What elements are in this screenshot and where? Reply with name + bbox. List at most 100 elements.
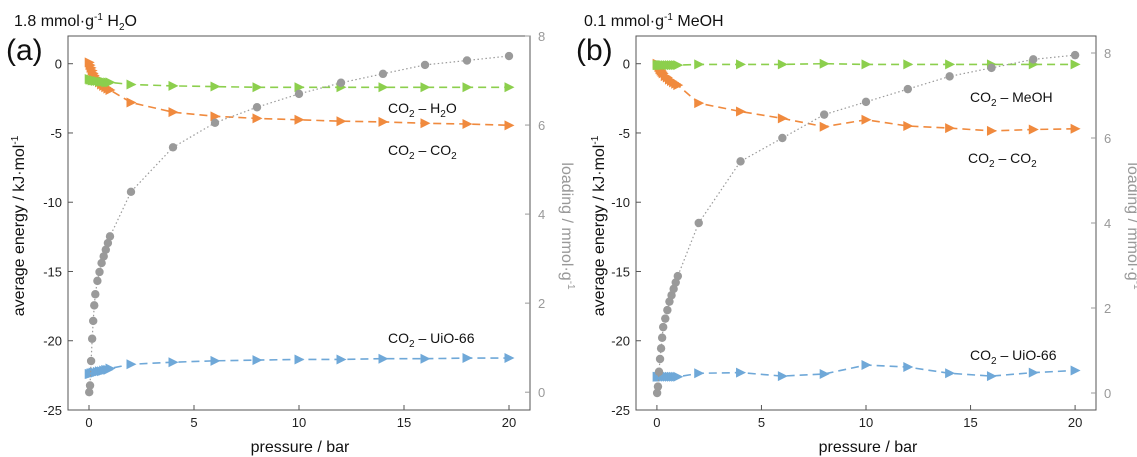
y2-tick-label: 0 [1104,386,1111,401]
y2-tick-label: 2 [1104,301,1111,316]
data-point [987,63,996,73]
data-point [378,69,388,79]
data-point [653,382,663,391]
data-point [656,344,666,353]
x-tick-label: 10 [859,415,873,430]
data-point [252,103,262,112]
data-point [101,245,111,254]
y-tick-label: -10 [611,195,630,210]
data-point [85,387,94,397]
panel-a-letter: (a) [6,34,43,67]
y-tick-label: -15 [43,264,62,279]
data-point [777,113,788,124]
data-point [90,301,99,310]
data-point [462,353,473,364]
series-loading [652,50,1080,398]
data-point [1029,55,1038,64]
data-point [1028,367,1039,378]
series-co2_uio66 [652,359,1081,382]
y-tick-label: -5 [618,126,630,141]
panel-b-plot: 0 5 10 15 20 -25 -20 -15 -10 -5 0 0 2 4 6 8 [611,35,1111,430]
data-point [99,252,108,261]
x-tick-label: 5 [190,415,197,430]
data-point [654,367,664,376]
data-point [861,97,871,107]
data-point [210,111,221,122]
x-tick-label: 0 [85,415,92,430]
y-tick-label: -25 [611,403,630,418]
data-point [1070,50,1080,60]
y-tick-label: 0 [55,57,62,72]
panel-b-label-co2-meoh: CO2 – MeOH [970,89,1053,109]
data-point [168,357,179,368]
data-point [294,354,305,365]
y2-tick-label: 8 [538,29,545,44]
data-point [378,353,389,364]
data-point [420,353,431,364]
data-point [103,238,113,248]
data-point [126,187,136,197]
y-tick-label: -20 [43,334,62,349]
data-point [1070,123,1081,134]
data-point [1070,365,1081,376]
x-tick-label: 20 [1068,415,1082,430]
panel-a-label-co2-co2: CO2 – CO2 [388,142,457,162]
data-point [673,80,684,91]
data-point [105,363,116,374]
data-point [252,82,263,93]
data-point [945,72,954,81]
data-point [665,297,674,306]
data-point [504,120,515,131]
data-point [85,381,95,390]
data-point [252,355,263,366]
data-point [655,354,665,364]
data-point [673,271,683,281]
data-point [903,84,913,94]
y-tick-label: -15 [611,264,630,279]
data-point [168,143,178,152]
data-point [777,371,788,382]
data-point [462,118,473,129]
data-point [819,121,830,132]
data-point [126,97,137,108]
data-point [86,356,96,366]
data-point [210,355,221,366]
data-point [336,78,346,87]
data-point [336,116,347,127]
x-tick-label: 0 [653,415,660,430]
panel-a-ylabel: average energy / kJ·mol-1 [10,135,28,316]
data-point [105,85,116,96]
data-point [673,371,684,382]
panel-a-y2label: loading / mmol·g-1 [558,162,576,290]
data-point [819,368,830,379]
data-point [777,59,788,70]
data-point [945,59,956,70]
data-point [986,125,997,136]
data-point [336,354,347,365]
y-tick-label: -20 [611,334,630,349]
panel-a-label-co2-uio66: CO2 – UiO-66 [388,330,475,350]
data-point [504,51,514,61]
x-tick-label: 15 [963,415,977,430]
data-point [819,58,830,69]
y-tick-label: -25 [43,403,62,418]
data-point [97,258,106,268]
data-point [658,322,668,332]
y2-tick-label: 4 [1104,216,1111,231]
panel-b-label-co2-co2: CO2 – CO2 [968,150,1037,170]
panel-a-xlabel: pressure / bar [251,439,350,456]
data-point [294,82,305,93]
data-point [95,267,104,277]
panel-b: 0.1 mmol·g-1 MeOH (b) average energy / k… [576,12,1137,456]
data-point [861,114,872,125]
panel-b-label-co2-uio66: CO2 – UiO-66 [970,347,1057,367]
data-point [462,56,472,65]
data-point [168,107,179,118]
y2-tick-label: 4 [538,207,545,222]
panel-b-xlabel: pressure / bar [819,439,918,456]
data-point [986,371,997,382]
series-co2_co2 [652,58,1081,136]
data-point [420,118,431,129]
data-point [294,114,305,125]
